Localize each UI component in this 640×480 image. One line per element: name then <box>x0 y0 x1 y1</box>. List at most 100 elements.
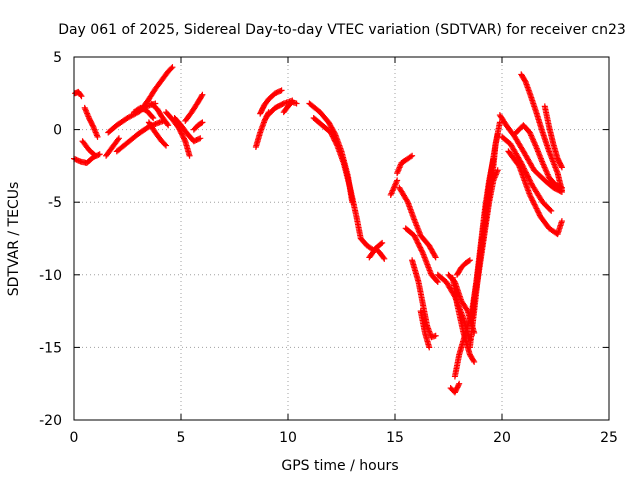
data-point <box>164 120 171 127</box>
data-point <box>92 152 99 159</box>
data-point <box>522 169 529 176</box>
data-point <box>332 138 339 145</box>
data-point <box>179 132 186 139</box>
data-point <box>558 218 565 225</box>
data-point <box>415 241 422 248</box>
series-pass-14 <box>182 91 206 124</box>
series-pass-15 <box>190 119 206 133</box>
data-point <box>558 187 565 194</box>
data-point <box>293 100 300 107</box>
data-point <box>327 129 334 136</box>
data-point <box>431 253 438 260</box>
data-point <box>414 239 421 246</box>
data-point <box>413 236 420 243</box>
data-point <box>526 191 533 198</box>
data-point <box>529 197 536 204</box>
data-point <box>169 64 176 71</box>
x-tick-label: 0 <box>70 430 79 446</box>
series-pass-39 <box>499 133 555 214</box>
y-tick-label: 5 <box>53 50 62 66</box>
data-point <box>94 133 101 140</box>
series-pass-43 <box>541 103 565 171</box>
data-point <box>197 135 204 142</box>
data-point <box>548 207 555 214</box>
data-point <box>411 232 418 239</box>
data-point <box>547 206 554 213</box>
data-point <box>490 155 497 162</box>
data-point <box>530 198 537 205</box>
x-tick-label: 15 <box>386 430 404 446</box>
data-point <box>177 129 184 136</box>
data-point <box>532 204 539 211</box>
y-axis-label: SDTVAR / TECUs <box>6 182 22 297</box>
data-point <box>77 92 84 99</box>
data-point <box>416 243 423 250</box>
data-point <box>409 152 416 159</box>
series-pass-10 <box>145 119 170 149</box>
data-point <box>115 136 122 143</box>
data-point <box>526 177 533 184</box>
data-point <box>199 119 206 126</box>
series-pass-33 <box>454 257 473 278</box>
x-tick-label: 20 <box>493 430 511 446</box>
data-point <box>413 237 420 244</box>
data-point <box>91 151 98 158</box>
series-pass-28 <box>417 308 433 351</box>
data-point <box>333 141 340 148</box>
data-points <box>71 64 565 396</box>
data-point <box>465 258 472 265</box>
data-point <box>186 152 193 159</box>
data-point <box>558 163 565 170</box>
data-point <box>278 87 285 94</box>
series-pass-03 <box>81 104 101 140</box>
data-point <box>163 142 170 149</box>
series-pass-09 <box>139 64 176 111</box>
series-pass-26 <box>402 225 441 286</box>
series-pass-13 <box>171 114 204 145</box>
data-point <box>168 65 175 72</box>
data-point <box>534 208 541 215</box>
data-point <box>415 240 422 247</box>
data-point <box>531 201 538 208</box>
data-point <box>178 130 185 137</box>
data-point <box>149 113 156 120</box>
y-tick-label: -5 <box>48 195 62 211</box>
data-point <box>418 247 425 254</box>
data-point <box>463 306 470 313</box>
series-pass-22 <box>366 245 388 262</box>
data-point <box>180 134 187 141</box>
series-pass-38 <box>496 112 565 196</box>
data-point <box>198 120 205 127</box>
data-point <box>521 77 528 84</box>
x-tick-label: 25 <box>600 430 618 446</box>
series-pass-04 <box>79 138 99 159</box>
data-point <box>78 93 85 100</box>
series-pass-12 <box>163 109 193 159</box>
x-tick-label: 10 <box>279 430 297 446</box>
data-point <box>331 137 338 144</box>
data-point <box>198 92 205 99</box>
data-point <box>331 136 338 143</box>
chart-title: Day 061 of 2025, Sidereal Day-to-day VTE… <box>58 22 626 38</box>
data-point <box>419 248 426 255</box>
data-point <box>456 380 463 387</box>
data-point <box>417 244 424 251</box>
data-point <box>89 122 96 129</box>
data-point <box>150 114 157 121</box>
data-point <box>525 174 532 181</box>
data-point <box>379 239 386 246</box>
data-point <box>179 131 186 138</box>
data-point <box>536 210 543 217</box>
data-point <box>528 194 535 201</box>
data-point <box>417 245 424 252</box>
data-point <box>471 358 478 365</box>
data-point <box>433 278 440 285</box>
data-point <box>332 139 339 146</box>
data-point <box>381 255 388 262</box>
data-point <box>165 122 172 129</box>
data-point <box>378 240 385 247</box>
data-point <box>470 357 477 364</box>
data-point <box>394 177 401 184</box>
data-point <box>329 132 336 139</box>
